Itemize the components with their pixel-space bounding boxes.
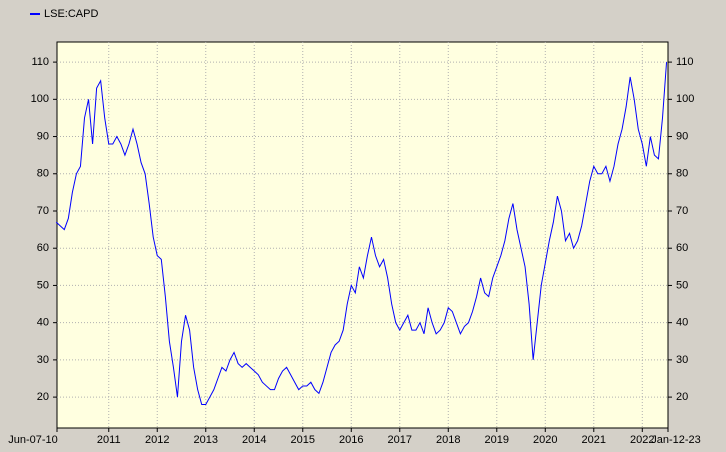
x-tick-label: 2015 <box>291 434 315 446</box>
y2-tick-label: 100 <box>676 93 694 105</box>
y2-tick-label: 70 <box>676 205 688 217</box>
x-tick-label: 2011 <box>97 434 121 446</box>
y-tick-label: 80 <box>37 168 49 180</box>
x-tick-label: 2013 <box>194 434 218 446</box>
x-tick-label: 2019 <box>485 434 509 446</box>
x-tick-label: 2012 <box>145 434 169 446</box>
x-tick-label: 2016 <box>339 434 363 446</box>
y-tick-label: 30 <box>37 354 49 366</box>
x-tick-label: 2017 <box>388 434 412 446</box>
y2-tick-label: 30 <box>676 354 688 366</box>
y2-tick-label: 110 <box>676 56 694 68</box>
price-line <box>55 62 668 406</box>
y2-tick-label: 20 <box>676 391 688 403</box>
y2-tick-label: 50 <box>676 279 688 291</box>
x-tick-label: 2020 <box>533 434 557 446</box>
x-tick-label: Jan-12-23 <box>651 434 701 446</box>
x-tick-label: 2021 <box>582 434 606 446</box>
legend-label: LSE:CAPD <box>44 8 98 20</box>
y-tick-label: 100 <box>31 93 49 105</box>
y2-tick-label: 90 <box>676 130 688 142</box>
y-tick-label: 40 <box>37 317 49 329</box>
x-tick-label: 2018 <box>436 434 460 446</box>
y2-tick-label: 80 <box>676 168 688 180</box>
plot-area <box>56 41 669 429</box>
y2-tick-label: 40 <box>676 317 688 329</box>
y-tick-label: 90 <box>37 130 49 142</box>
y2-tick-label: 60 <box>676 242 688 254</box>
y-tick-label: 70 <box>37 205 49 217</box>
y-tick-label: 110 <box>31 56 49 68</box>
x-tick-label: 2022 <box>630 434 654 446</box>
x-tick-label: Jun-07-10 <box>8 434 58 446</box>
y-tick-label: 60 <box>37 242 49 254</box>
y-tick-label: 50 <box>37 279 49 291</box>
y-tick-label: 20 <box>37 391 49 403</box>
x-tick-label: 2014 <box>242 434 266 446</box>
